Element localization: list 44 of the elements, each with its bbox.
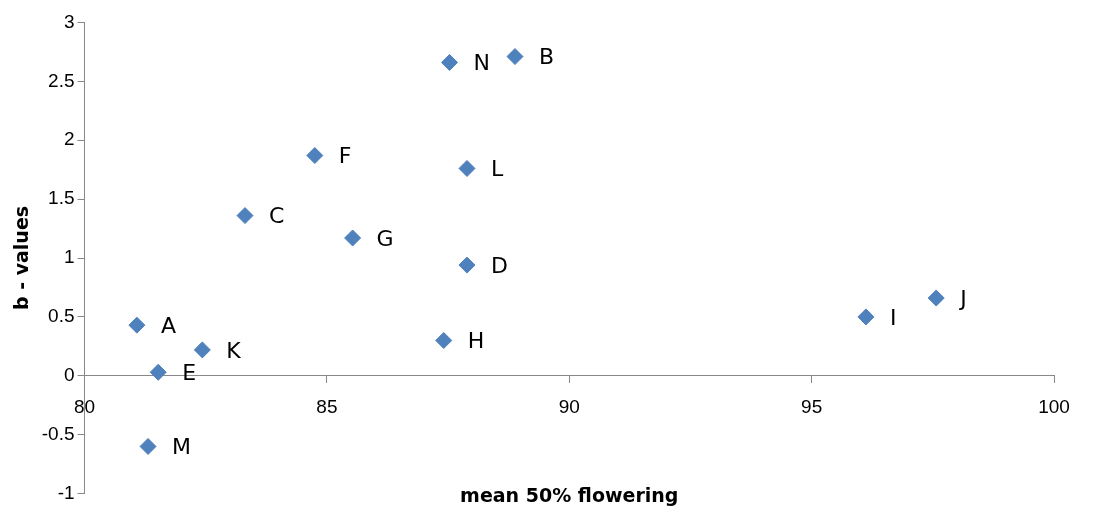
annotation: C bbox=[268, 203, 285, 229]
point bbox=[458, 256, 476, 274]
y-tick-label: 3 bbox=[63, 10, 75, 32]
point bbox=[193, 341, 211, 359]
annotation: A bbox=[160, 312, 176, 338]
y-tick-label: 0 bbox=[63, 364, 75, 386]
y-tick-label: 1 bbox=[63, 246, 75, 268]
point bbox=[927, 289, 945, 307]
y-tick-label: 0.5 bbox=[48, 305, 75, 327]
annotation: B bbox=[538, 44, 555, 70]
annotation: I bbox=[889, 304, 897, 330]
x-tick-label: 80 bbox=[73, 396, 96, 418]
y-tick-label: -1 bbox=[57, 481, 75, 503]
point bbox=[236, 207, 254, 225]
y-axis-title: b - values bbox=[10, 205, 33, 311]
x-tick-label: 85 bbox=[316, 396, 338, 418]
x-axis-title: mean 50% flowering bbox=[460, 484, 679, 507]
annotation: H bbox=[467, 328, 485, 354]
point bbox=[857, 308, 875, 326]
point bbox=[344, 229, 362, 247]
y-tick-label: 2 bbox=[63, 128, 75, 150]
annotation: G bbox=[376, 225, 394, 251]
annotation: M bbox=[172, 434, 192, 460]
point bbox=[441, 53, 459, 71]
point bbox=[435, 331, 453, 349]
x-tick-label: 100 bbox=[1038, 396, 1070, 418]
point bbox=[458, 159, 476, 177]
annotation: E bbox=[182, 359, 197, 385]
annotation: D bbox=[490, 252, 508, 278]
point bbox=[128, 316, 146, 334]
y-tick-label: 1.5 bbox=[48, 187, 75, 209]
x-tick-label: 95 bbox=[801, 396, 823, 418]
point bbox=[139, 437, 157, 455]
annotation: K bbox=[226, 337, 242, 363]
annotation: L bbox=[490, 156, 504, 182]
x-tick-label: 90 bbox=[558, 396, 580, 418]
point bbox=[149, 363, 167, 381]
point bbox=[506, 48, 524, 66]
annotation: F bbox=[338, 143, 352, 169]
y-tick-label: -0.5 bbox=[41, 422, 75, 444]
point bbox=[306, 147, 324, 165]
annotation: J bbox=[958, 285, 967, 311]
y-tick-label: 2.5 bbox=[48, 69, 75, 91]
annotation: N bbox=[473, 50, 491, 76]
